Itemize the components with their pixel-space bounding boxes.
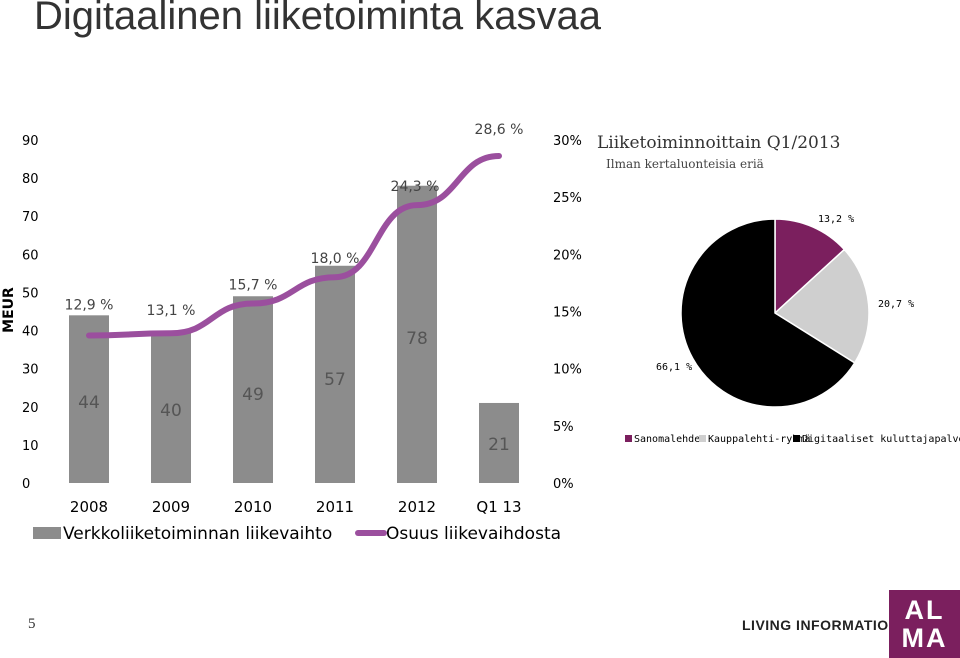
y-axis-ticks: 0 10 20 30 40 50 60 70 80 90 [22, 134, 39, 492]
pie-legend-label-sanomalehdet: Sanomalehdet [634, 434, 706, 445]
pie-legend: Sanomalehdet Kauppalehti-ryhmä Digitaali… [625, 434, 960, 445]
pie-label-sanomalehdet: 13,2 % [818, 214, 854, 225]
y2-tick-label: 25% [553, 191, 582, 206]
y-tick-label: 10 [22, 439, 39, 454]
y2-tick-label: 20% [553, 248, 582, 263]
pie-legend-swatch-digitaaliset [793, 435, 800, 442]
y-tick-label: 80 [22, 172, 39, 187]
x-tick-label: 2011 [316, 498, 354, 516]
share-value-label: 13,1 % [147, 303, 196, 319]
bar-value-label: 21 [488, 435, 510, 455]
pie-chart: Liiketoiminnoittain Q1/2013 Ilman kertal… [597, 133, 960, 445]
y-tick-label: 70 [22, 210, 39, 225]
chart-legend: Verkkoliiketoiminnan liikevaihto Osuus l… [33, 524, 561, 544]
pie-slices [680, 218, 870, 408]
pie-label-kauppalehti: 20,7 % [878, 299, 914, 310]
y-tick-label: 90 [22, 134, 39, 149]
y2-tick-label: 15% [553, 306, 582, 321]
x-tick-label: 2008 [70, 498, 108, 516]
pie-legend-label-kauppalehti: Kauppalehti-ryhmä [708, 434, 810, 445]
y-tick-label: 60 [22, 248, 39, 263]
bar-2009 [151, 330, 191, 483]
bar-value-label: 78 [406, 329, 428, 349]
x-tick-label: 2010 [234, 498, 272, 516]
y-tick-label: 20 [22, 401, 39, 416]
x-axis-ticks: 2008 2009 2010 2011 2012 Q1 13 [70, 498, 522, 516]
legend-line-label: Osuus liikevaihdosta [386, 524, 561, 544]
slide-title: Digitaalinen liiketoiminta kasvaa [34, 0, 601, 38]
share-value-label: 15,7 % [229, 277, 278, 293]
bar-2008 [69, 315, 109, 483]
y2-tick-label: 30% [553, 134, 582, 149]
bar-Q1-13 [479, 402, 519, 483]
page-number: 5 [28, 616, 36, 632]
pie-slice-kauppalehti-ryhmä [773, 248, 870, 364]
share-value-label: 28,6 % [475, 122, 524, 138]
bars [69, 185, 519, 483]
y-tick-label: 0 [22, 477, 30, 492]
x-tick-label: 2012 [398, 498, 436, 516]
logo-line-1: AL [904, 595, 945, 625]
x-tick-label: 2009 [152, 498, 190, 516]
pie-legend-swatch-sanomalehdet [625, 435, 632, 442]
pie-label-digitaaliset: 66,1 % [656, 362, 692, 373]
legend-bar-swatch [33, 527, 61, 539]
y2-tick-label: 10% [553, 363, 582, 378]
y-tick-label: 40 [22, 325, 39, 340]
bar-2011 [315, 265, 355, 483]
pie-slice-digitaaliset [680, 218, 856, 408]
y-axis-label: MEUR [1, 287, 17, 333]
pie-slice-sanomalehdet [774, 218, 846, 315]
bar-2010 [233, 296, 273, 483]
pie-legend-label-digitaaliset: Digitaaliset kuluttajapalvelut [802, 434, 960, 445]
pie-legend-swatch-kauppalehti [699, 435, 706, 442]
share-line [86, 153, 502, 339]
bar-value-label: 49 [242, 385, 264, 405]
pie-subtitle: Ilman kertaluonteisia eriä [606, 157, 764, 171]
bar-value-label: 57 [324, 370, 346, 390]
tagline: LIVING INFORMATION [742, 617, 900, 633]
share-value-label: 12,9 % [65, 298, 114, 314]
pie-title: Liiketoiminnoittain Q1/2013 [597, 133, 841, 153]
y2-axis-ticks: 0% 5% 10% 15% 20% 25% 30% [553, 134, 582, 492]
logo-line-2: MA [901, 623, 948, 653]
x-tick-label: Q1 13 [476, 498, 521, 516]
alma-logo: AL MA [889, 590, 960, 658]
legend-bar-label: Verkkoliiketoiminnan liikevaihto [63, 524, 332, 544]
bar-value-label: 40 [160, 401, 182, 421]
percent-labels: 12,9 % 13,1 % 15,7 % 18,0 % 24,3 % 28,6 % [65, 122, 524, 319]
y-tick-label: 30 [22, 363, 39, 378]
legend-line-swatch [355, 530, 387, 536]
bar-2012 [397, 185, 437, 483]
share-value-label: 18,0 % [311, 251, 360, 267]
share-value-label: 24,3 % [391, 179, 440, 195]
y2-tick-label: 5% [553, 420, 574, 435]
y-tick-label: 50 [22, 286, 39, 301]
bar-value-label: 44 [78, 393, 100, 413]
share-line-layer [86, 153, 502, 339]
bar-labels: 44 40 49 57 78 21 [78, 329, 510, 455]
y2-tick-label: 0% [553, 477, 574, 492]
